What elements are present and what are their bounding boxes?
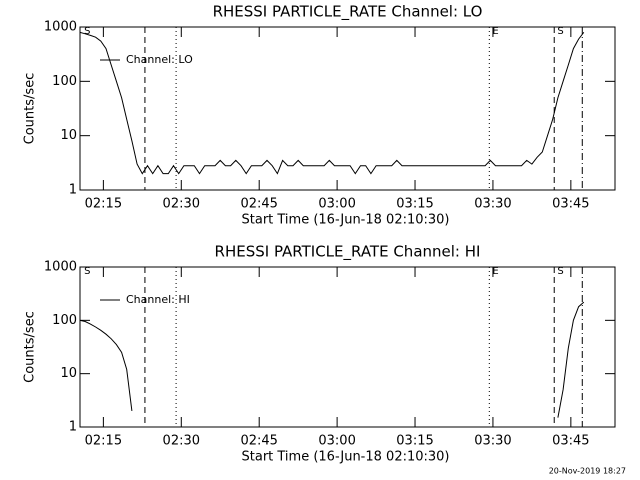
- x-tick-label: 03:30: [474, 197, 511, 212]
- plot-frame: [79, 26, 616, 191]
- x-tick-label: 03:00: [318, 434, 355, 449]
- x-tick-label: 02:15: [85, 434, 122, 449]
- y-tick-label: 1000: [44, 20, 77, 35]
- x-tick-label: 02:15: [85, 197, 122, 212]
- x-axis-label: Start Time (16-Jun-18 02:10:30): [242, 450, 450, 465]
- data-line: [80, 31, 585, 175]
- y-tick-label: 100: [52, 74, 77, 89]
- annotation: S: [84, 266, 90, 277]
- x-tick-label: 03:00: [318, 197, 355, 212]
- data-line: [80, 301, 585, 418]
- y-axis-label: Counts/sec: [23, 311, 38, 383]
- x-tick-label: 02:45: [240, 434, 277, 449]
- y-tick-label: 1000: [44, 260, 77, 275]
- annotation: S: [557, 26, 563, 37]
- annotation: E: [492, 266, 498, 277]
- x-tick-label: 03:30: [474, 434, 511, 449]
- annotation: S: [84, 26, 90, 37]
- x-tick-label: 03:15: [396, 434, 433, 449]
- x-tick-label: 03:45: [552, 434, 589, 449]
- y-axis-label: Counts/sec: [23, 73, 38, 145]
- legend-label: Channel: HI: [126, 293, 190, 306]
- footer: 20-Nov-2019 18:27: [549, 467, 626, 476]
- x-tick-label: 02:30: [163, 434, 200, 449]
- annotation: S: [557, 266, 563, 277]
- x-tick-label: 02:45: [240, 197, 277, 212]
- x-tick-label: 02:30: [163, 197, 200, 212]
- chart-title: RHESSI PARTICLE_RATE Channel: HI: [215, 243, 481, 262]
- legend-label: Channel: LO: [126, 53, 193, 66]
- chart-title: RHESSI PARTICLE_RATE Channel: LO: [213, 3, 483, 22]
- y-tick-label: 1: [69, 420, 77, 435]
- y-tick-label: 10: [60, 128, 77, 143]
- y-tick-label: 1: [69, 183, 77, 198]
- x-axis-label: Start Time (16-Jun-18 02:10:30): [242, 213, 450, 228]
- plot-frame: [79, 266, 616, 428]
- y-tick-label: 100: [52, 313, 77, 328]
- y-tick-label: 10: [60, 366, 77, 381]
- x-tick-label: 03:45: [552, 197, 589, 212]
- annotation: E: [492, 26, 498, 37]
- x-tick-label: 03:15: [396, 197, 433, 212]
